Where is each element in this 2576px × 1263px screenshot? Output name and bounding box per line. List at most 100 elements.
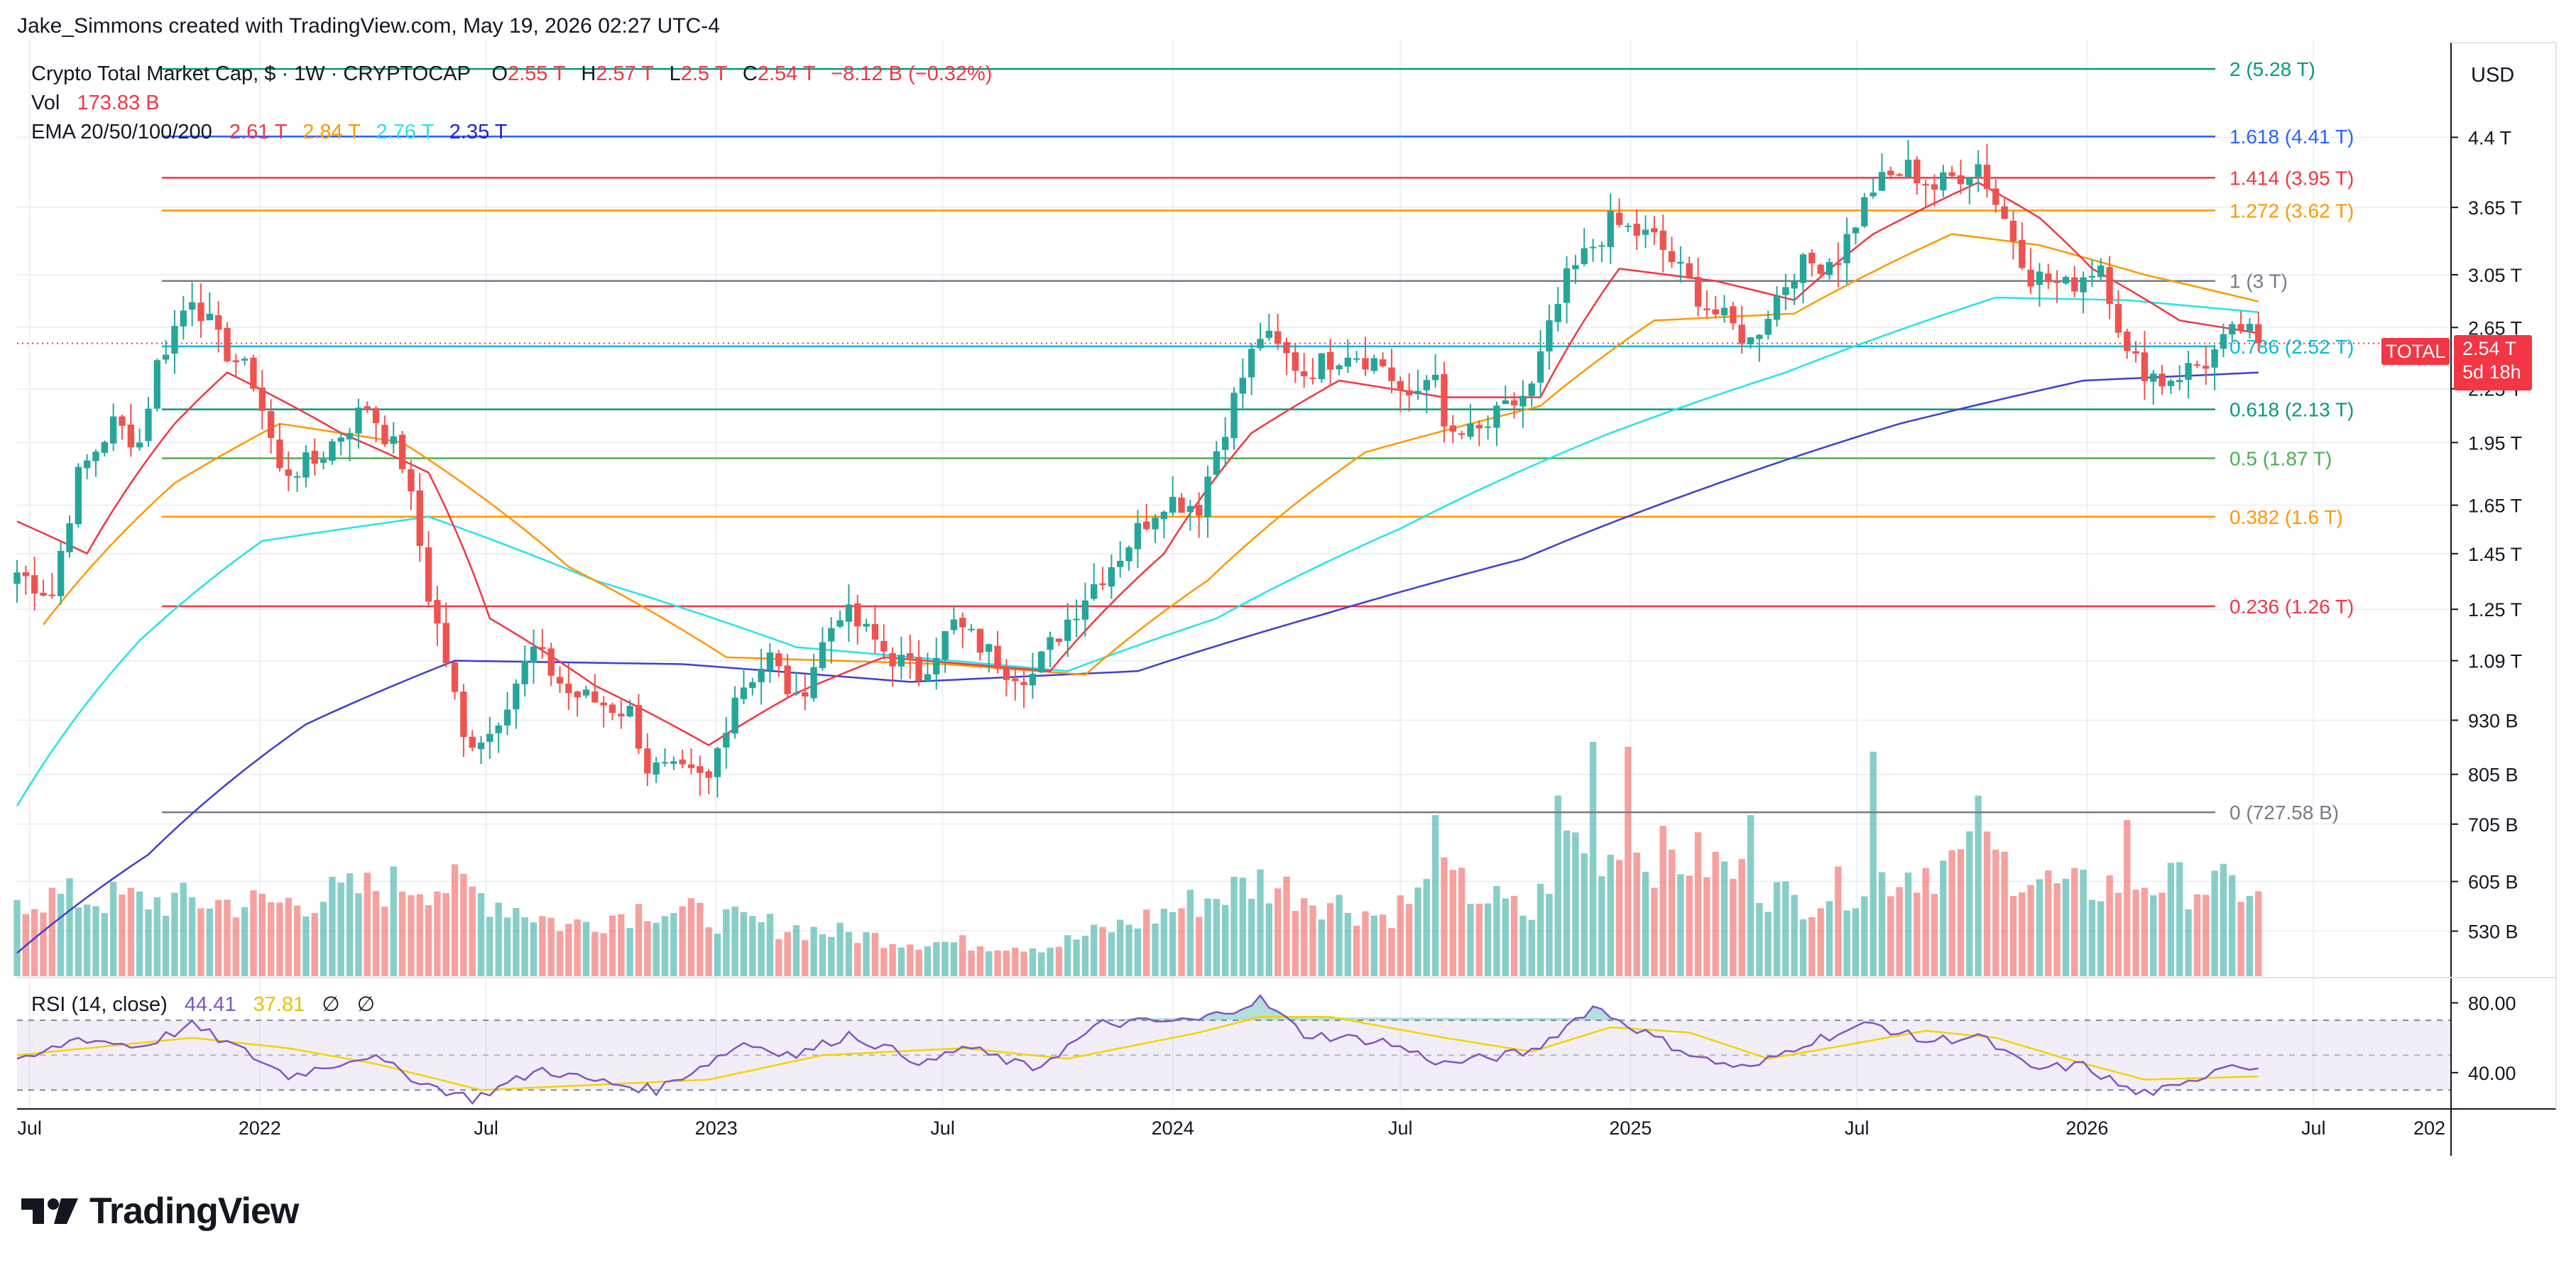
candle-body [40, 592, 47, 596]
candle-body [224, 327, 231, 361]
volume-bar [1537, 883, 1544, 976]
volume-bar [845, 931, 853, 976]
volume-bar [372, 890, 380, 976]
candle-body [136, 442, 143, 448]
candle-body [1012, 678, 1019, 682]
volume-bar [442, 892, 449, 976]
volume-bar [968, 950, 975, 976]
volume-bar [1248, 898, 1255, 976]
candle-body [2036, 271, 2043, 285]
candle-body [214, 315, 222, 330]
volume-label[interactable]: Vol [31, 92, 60, 114]
volume-bar [574, 919, 581, 976]
candle-body [460, 691, 467, 738]
rsi-tick-label: 40.00 [2468, 1063, 2516, 1084]
volume-bar [1581, 853, 1588, 976]
candle-body [302, 452, 310, 478]
volume-bar [1484, 903, 1492, 976]
candle-body [2220, 334, 2227, 349]
fib-level-label: 0 (727.58 B) [2230, 802, 2339, 824]
candle-body [1300, 371, 1308, 376]
candle-body [644, 748, 651, 774]
volume-bar [880, 948, 888, 976]
candle-body [390, 436, 397, 444]
volume-bar [2088, 900, 2096, 976]
candle-body [372, 408, 380, 424]
volume-bar [1703, 877, 1710, 976]
volume-bar [644, 921, 651, 976]
volume-bar [539, 916, 546, 976]
candle-body [1029, 673, 1037, 686]
ema-label[interactable]: EMA 20/50/100/200 [31, 121, 212, 143]
volume-bar [1257, 869, 1264, 976]
candle-body [792, 692, 800, 694]
volume-bar [13, 900, 21, 976]
candle-body [1607, 211, 1614, 248]
candle-body [1519, 395, 1527, 407]
volume-bar [1870, 751, 1877, 976]
candle-body [381, 425, 388, 444]
volume-bar [608, 915, 616, 976]
candle-body [1546, 320, 1553, 352]
candle-body [1764, 319, 1772, 335]
price-tick-label: 1.45 T [2468, 544, 2522, 565]
volume-bar [1449, 870, 1456, 976]
candle-body [1914, 159, 1921, 183]
candle-body [1055, 638, 1063, 643]
volume-bar [749, 916, 756, 976]
candle-body [180, 310, 187, 327]
candle-body [2141, 352, 2149, 381]
candle-body [1799, 254, 1807, 283]
candle-body [1274, 331, 1282, 344]
volume-bar [705, 927, 712, 976]
volume-bar [1265, 903, 1273, 976]
candle-body [1388, 367, 1395, 381]
volume-bar [83, 904, 91, 976]
volume-bar [2027, 885, 2034, 976]
volume-bar [224, 900, 231, 976]
candle-body [758, 668, 765, 682]
volume-bar [1914, 892, 1921, 976]
volume-bar [206, 908, 213, 976]
change-value: −8.12 B (−0.32%) [831, 62, 993, 85]
currency-button[interactable]: USD [2471, 64, 2515, 87]
volume-bar [1169, 912, 1177, 976]
candle-body [1703, 308, 1710, 311]
candle-body [1598, 245, 1605, 247]
volume-bar [250, 890, 257, 976]
volume-bar [1186, 890, 1194, 976]
candle-body [1633, 224, 1640, 236]
volume-bar [1493, 885, 1500, 976]
volume-bar [1038, 952, 1045, 976]
time-tick-label: 2023 [695, 1117, 738, 1139]
volume-bar [1554, 795, 1561, 976]
candle-body [897, 655, 905, 667]
volume-bar [1694, 832, 1702, 976]
volume-bar [398, 891, 406, 976]
symbol-legend: Crypto Total Market Cap, $ · 1W · CRYPTO… [31, 62, 992, 86]
symbol-title[interactable]: Crypto Total Market Cap, $ · 1W · CRYPTO… [31, 62, 471, 85]
volume-bar [1213, 899, 1221, 976]
tradingview-logo[interactable]: TradingView [20, 1190, 299, 1232]
price-tick-label: 4.4 T [2468, 127, 2511, 148]
candle-body [2062, 277, 2070, 284]
candle-body [1642, 229, 1649, 235]
candle-body [854, 603, 861, 627]
volume-bar [2124, 820, 2131, 976]
volume-bar [1300, 898, 1308, 976]
candle-body [1449, 425, 1456, 432]
volume-bar [2159, 892, 2166, 976]
rsi-label[interactable]: RSI (14, close) [31, 993, 168, 1016]
ema-legend: EMA 20/50/100/200 2.61 T 2.84 T 2.76 T 2… [31, 121, 507, 144]
candle-body [101, 442, 108, 453]
volume-bar [1940, 860, 1947, 976]
candle-body [1169, 496, 1177, 513]
candle-body [582, 689, 590, 696]
volume-bar [241, 907, 249, 976]
candle-body [416, 490, 423, 546]
volume-bar [1326, 903, 1334, 976]
volume-bar [109, 882, 117, 976]
candle-body [1975, 164, 1982, 177]
volume-bar [924, 946, 932, 976]
